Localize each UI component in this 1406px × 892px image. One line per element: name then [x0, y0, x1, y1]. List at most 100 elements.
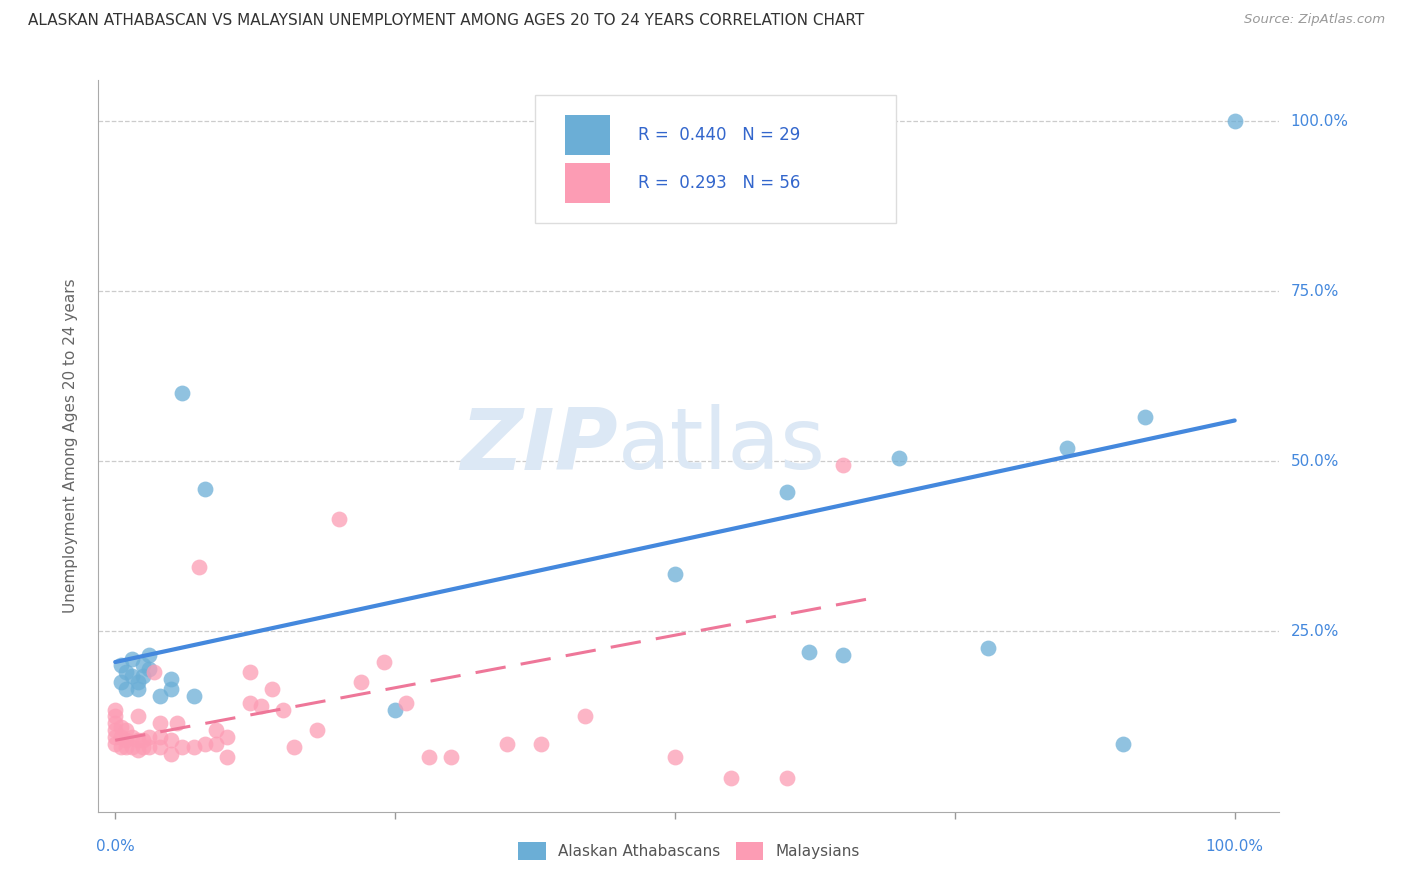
Malaysians: [283, 740, 305, 755]
Malaysians: [440, 750, 463, 764]
Alaskan Athabascans: [1223, 114, 1246, 128]
Malaysians: [217, 730, 239, 744]
Malaysians: [115, 740, 138, 755]
Malaysians: [217, 750, 239, 764]
Malaysians: [104, 703, 127, 717]
Text: 100.0%: 100.0%: [1206, 839, 1264, 855]
Malaysians: [271, 703, 294, 717]
Malaysians: [115, 733, 138, 747]
Alaskan Athabascans: [149, 689, 172, 703]
Malaysians: [720, 771, 742, 785]
FancyBboxPatch shape: [565, 162, 610, 202]
Malaysians: [350, 675, 373, 690]
Alaskan Athabascans: [183, 689, 205, 703]
Text: 25.0%: 25.0%: [1291, 624, 1339, 639]
Malaysians: [104, 716, 127, 731]
Alaskan Athabascans: [115, 682, 138, 697]
Malaysians: [238, 665, 260, 680]
Malaysians: [149, 716, 172, 731]
Malaysians: [110, 740, 132, 755]
Malaysians: [194, 737, 217, 751]
Malaysians: [305, 723, 328, 737]
Alaskan Athabascans: [160, 672, 183, 686]
Malaysians: [132, 740, 155, 755]
Malaysians: [110, 720, 132, 734]
Alaskan Athabascans: [1133, 410, 1156, 425]
Malaysians: [172, 740, 194, 755]
Malaysians: [104, 723, 127, 737]
Malaysians: [149, 740, 172, 755]
Malaysians: [110, 730, 132, 744]
Alaskan Athabascans: [776, 484, 799, 499]
Malaysians: [149, 730, 172, 744]
Alaskan Athabascans: [132, 668, 155, 682]
Malaysians: [418, 750, 440, 764]
Text: 50.0%: 50.0%: [1291, 454, 1339, 469]
Malaysians: [188, 559, 211, 574]
Malaysians: [104, 709, 127, 723]
Alaskan Athabascans: [138, 662, 160, 676]
Malaysians: [831, 458, 853, 472]
Alaskan Athabascans: [160, 682, 183, 697]
Text: 0.0%: 0.0%: [96, 839, 135, 855]
FancyBboxPatch shape: [565, 115, 610, 155]
Alaskan Athabascans: [831, 648, 853, 663]
Malaysians: [143, 665, 166, 680]
Malaysians: [205, 723, 228, 737]
Alaskan Athabascans: [384, 703, 406, 717]
Malaysians: [574, 709, 596, 723]
Alaskan Athabascans: [664, 566, 686, 581]
Text: ZIP: ZIP: [460, 404, 619, 488]
Malaysians: [183, 740, 205, 755]
Malaysians: [238, 696, 260, 710]
Malaysians: [104, 737, 127, 751]
Text: 100.0%: 100.0%: [1291, 113, 1348, 128]
Malaysians: [249, 699, 271, 714]
Malaysians: [260, 682, 283, 697]
Text: atlas: atlas: [619, 404, 827, 488]
Alaskan Athabascans: [1056, 441, 1078, 455]
Alaskan Athabascans: [110, 658, 132, 673]
Malaysians: [127, 709, 149, 723]
Alaskan Athabascans: [132, 658, 155, 673]
Malaysians: [664, 750, 686, 764]
Alaskan Athabascans: [110, 675, 132, 690]
Malaysians: [166, 716, 188, 731]
Text: 75.0%: 75.0%: [1291, 284, 1339, 299]
Alaskan Athabascans: [127, 682, 149, 697]
Text: R =  0.293   N = 56: R = 0.293 N = 56: [638, 174, 800, 192]
Malaysians: [530, 737, 553, 751]
Alaskan Athabascans: [115, 665, 138, 680]
Text: R =  0.440   N = 29: R = 0.440 N = 29: [638, 126, 800, 145]
Malaysians: [115, 723, 138, 737]
Malaysians: [132, 733, 155, 747]
Alaskan Athabascans: [977, 641, 1000, 656]
Alaskan Athabascans: [172, 386, 194, 401]
Malaysians: [121, 740, 143, 755]
Malaysians: [127, 733, 149, 747]
Malaysians: [127, 743, 149, 757]
Malaysians: [328, 512, 350, 526]
Malaysians: [373, 655, 395, 669]
FancyBboxPatch shape: [536, 95, 896, 223]
Alaskan Athabascans: [194, 482, 217, 496]
Malaysians: [160, 733, 183, 747]
Malaysians: [138, 730, 160, 744]
Malaysians: [496, 737, 519, 751]
Malaysians: [160, 747, 183, 761]
Malaysians: [104, 730, 127, 744]
Alaskan Athabascans: [799, 645, 821, 659]
Malaysians: [395, 696, 418, 710]
Alaskan Athabascans: [887, 450, 910, 465]
Malaysians: [776, 771, 799, 785]
Alaskan Athabascans: [121, 651, 143, 665]
Alaskan Athabascans: [127, 675, 149, 690]
Malaysians: [121, 730, 143, 744]
Text: ALASKAN ATHABASCAN VS MALAYSIAN UNEMPLOYMENT AMONG AGES 20 TO 24 YEARS CORRELATI: ALASKAN ATHABASCAN VS MALAYSIAN UNEMPLOY…: [28, 13, 865, 29]
Malaysians: [138, 740, 160, 755]
Alaskan Athabascans: [138, 648, 160, 663]
Alaskan Athabascans: [1112, 737, 1135, 751]
Alaskan Athabascans: [121, 668, 143, 682]
Text: Source: ZipAtlas.com: Source: ZipAtlas.com: [1244, 13, 1385, 27]
Malaysians: [205, 737, 228, 751]
